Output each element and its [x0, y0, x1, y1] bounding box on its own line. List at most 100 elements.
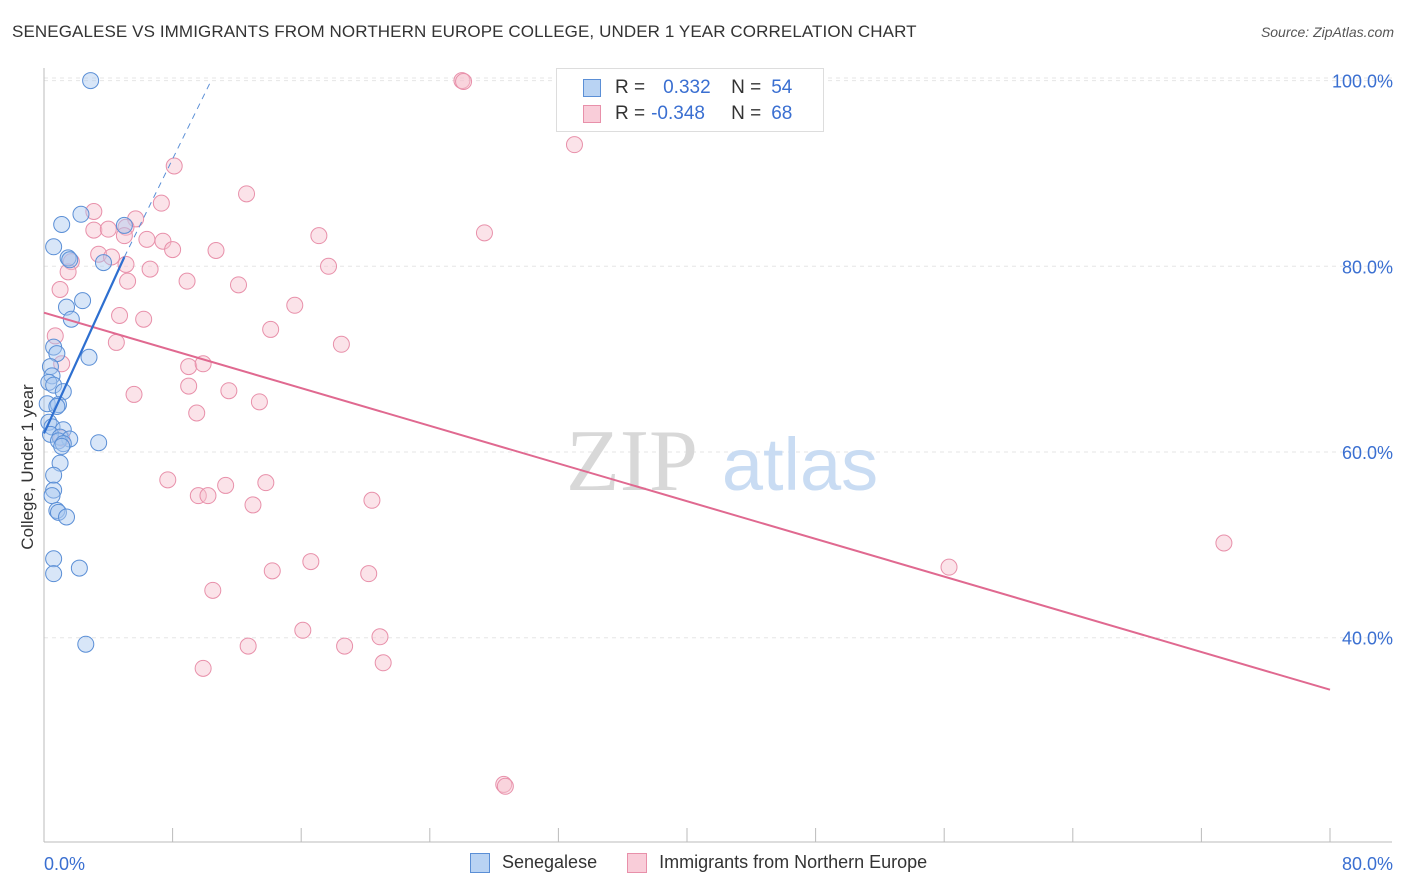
legend-row-senegalese: R = 0.332 N = 54 [583, 75, 792, 101]
gridlines [44, 77, 1392, 639]
watermark: ZIP atlas [566, 413, 878, 510]
data-point-northern-europe [332, 335, 350, 353]
data-point-northern-europe [188, 404, 206, 422]
legend-label: Senegalese [502, 852, 598, 872]
data-point-northern-europe [90, 245, 108, 263]
data-point-northern-europe [238, 185, 256, 203]
data-point-senegalese [49, 432, 67, 450]
series-legend: Senegalese Immigrants from Northern Euro… [470, 852, 957, 873]
n-value: 54 [771, 77, 793, 98]
data-point-northern-europe [125, 385, 143, 403]
data-point-northern-europe [363, 491, 381, 509]
data-point-northern-europe [286, 296, 304, 314]
data-point-northern-europe [85, 221, 103, 239]
data-point-northern-europe [115, 227, 133, 245]
tick-labels: 100.0% 80.0% 60.0% 40.0% 0.0% 80.0% [44, 72, 1393, 874]
source-label: Source: ZipAtlas.com [1260, 24, 1394, 40]
legend-item-northern-europe: Immigrants from Northern Europe [627, 852, 927, 873]
data-point-northern-europe [199, 487, 217, 505]
data-point-northern-europe [263, 562, 281, 580]
y-tick-label: 100.0% [1332, 72, 1393, 92]
data-point-senegalese [43, 487, 61, 505]
data-point-northern-europe [244, 496, 262, 514]
data-point-northern-europe [164, 241, 182, 259]
r-label: R = [615, 103, 646, 124]
data-point-senegalese [45, 550, 63, 568]
data-point-northern-europe [178, 272, 196, 290]
legend-swatch-pink [583, 105, 601, 123]
data-point-northern-europe [310, 227, 328, 245]
data-point-senegalese [61, 251, 79, 269]
data-point-northern-europe [111, 307, 129, 324]
data-point-senegalese [45, 238, 63, 256]
data-point-senegalese [40, 373, 58, 391]
legend-swatch-blue [583, 79, 601, 97]
data-point-northern-europe [107, 333, 125, 351]
legend-swatch-pink [627, 852, 648, 873]
data-point-northern-europe [152, 194, 170, 212]
trend-line-northern-europe [43, 311, 1331, 691]
data-point-senegalese [74, 292, 92, 310]
y-axis-label: College, Under 1 year [18, 384, 37, 550]
data-point-northern-europe [138, 230, 156, 248]
data-point-northern-europe [455, 73, 473, 90]
data-point-senegalese [49, 503, 67, 521]
data-point-senegalese [58, 508, 76, 526]
data-point-senegalese [80, 348, 98, 366]
data-point-northern-europe [320, 257, 338, 275]
data-point-northern-europe [165, 157, 183, 175]
data-point-northern-europe [1215, 534, 1233, 552]
data-point-northern-europe [257, 474, 275, 492]
data-point-northern-europe [141, 260, 159, 278]
data-point-senegalese [70, 559, 88, 577]
data-point-northern-europe [220, 382, 238, 400]
data-point-senegalese [54, 435, 72, 453]
data-point-northern-europe [374, 654, 392, 672]
data-point-northern-europe [194, 659, 212, 677]
data-point-northern-europe [135, 310, 153, 328]
r-value: 0.332 [663, 77, 711, 98]
data-point-northern-europe [302, 553, 320, 571]
data-point-northern-europe [99, 220, 117, 238]
watermark-zip: ZIP [566, 413, 698, 510]
x-tick-label: 80.0% [1342, 854, 1393, 874]
data-point-northern-europe [154, 232, 172, 250]
legend-label: Immigrants from Northern Europe [659, 852, 928, 872]
data-point-senegalese [77, 635, 95, 653]
y-tick-label: 60.0% [1342, 443, 1393, 463]
data-point-northern-europe [371, 628, 389, 646]
data-point-northern-europe [217, 476, 235, 494]
data-point-northern-europe [294, 621, 312, 639]
series-senegalese [38, 72, 133, 653]
data-point-northern-europe [565, 136, 583, 154]
data-point-northern-europe [119, 272, 137, 290]
data-point-senegalese [72, 205, 90, 223]
data-point-northern-europe [51, 281, 69, 298]
data-point-northern-europe [940, 558, 958, 576]
data-point-northern-europe [239, 637, 257, 655]
data-point-senegalese [45, 376, 63, 394]
data-point-senegalese [53, 216, 71, 233]
n-label: N = [731, 77, 762, 98]
data-point-senegalese [94, 254, 112, 272]
n-value: 68 [771, 103, 793, 124]
data-point-northern-europe [180, 358, 198, 376]
data-point-senegalese [45, 565, 63, 583]
data-point-senegalese [45, 466, 63, 484]
data-point-senegalese [115, 216, 133, 234]
x-tick-label: 0.0% [44, 854, 85, 874]
data-point-northern-europe [230, 276, 248, 294]
data-point-northern-europe [250, 393, 268, 411]
data-point-northern-europe [85, 203, 103, 220]
axes [43, 68, 1392, 843]
data-point-northern-europe [360, 565, 378, 583]
legend-item-senegalese: Senegalese [470, 852, 597, 873]
data-point-northern-europe [180, 377, 198, 395]
trend-line-senegalese [42, 256, 126, 434]
series-immigrants-northern-europe [46, 72, 1233, 795]
trend-lines [42, 80, 1331, 691]
correlation-legend: R = 0.332 N = 54 R = -0.348 N = 68 [556, 68, 824, 132]
data-point-northern-europe [189, 487, 207, 505]
r-value: -0.348 [651, 103, 705, 124]
